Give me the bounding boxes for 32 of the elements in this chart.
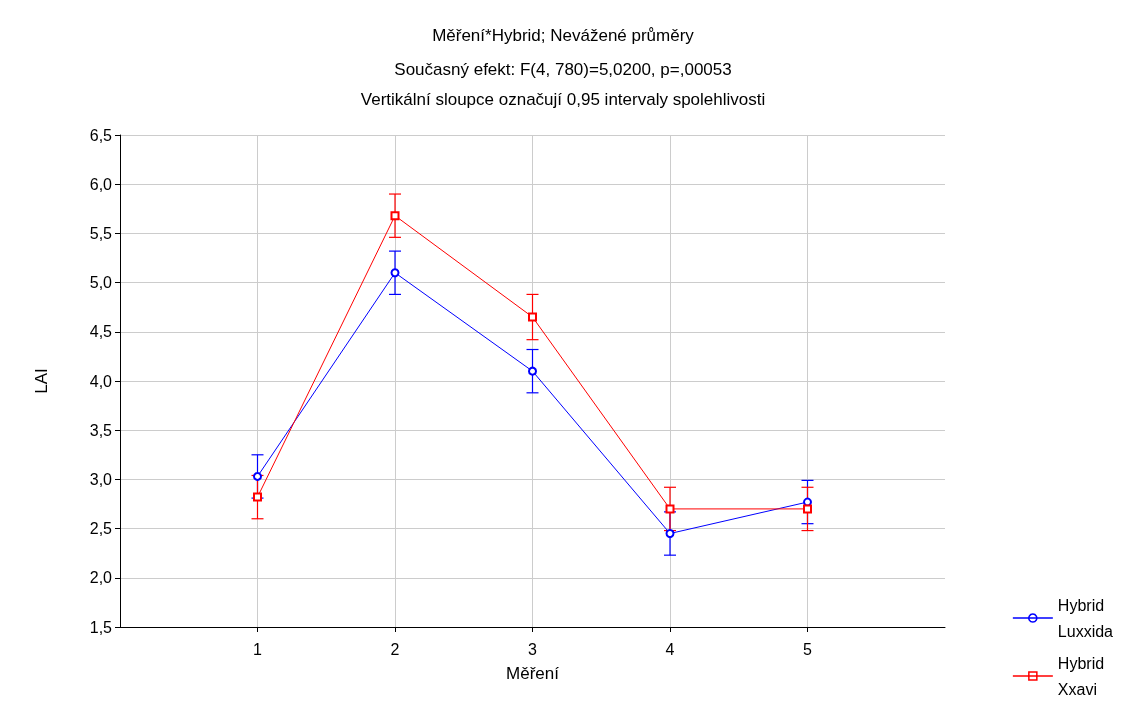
chart-subtitle: Současný efekt: F(4, 780)=5,0200, p=,00053 xyxy=(394,59,732,79)
x-tick-label: 1 xyxy=(253,640,263,658)
y-tick-label: 5,5 xyxy=(89,224,113,242)
legend-label: Hybrid Xxavi xyxy=(1057,654,1105,698)
y-tick-label: 4,5 xyxy=(89,323,113,341)
text: Vertikální sloupce označují 0,95 intervaly spolehlivosti xyxy=(360,89,766,109)
y-tick-label: 3,5 xyxy=(89,421,113,439)
y-tick-label: 3,0 xyxy=(89,470,113,488)
y-tick-label: 2,5 xyxy=(89,520,113,538)
y-axis-title: LAI xyxy=(32,368,51,394)
y-tick-label: 2,0 xyxy=(89,569,113,587)
chart-title: Měření*Hybrid; Nevážené průměry xyxy=(432,26,695,45)
point xyxy=(528,366,537,376)
y-tick-label: 1,5 xyxy=(89,618,113,636)
x-tick-label: 2 xyxy=(390,640,400,658)
point xyxy=(528,312,537,322)
x-axis-title: Měření xyxy=(506,664,560,683)
legend-label: Hybrid Luxxida xyxy=(1057,596,1114,640)
point xyxy=(665,504,675,514)
point xyxy=(665,529,675,539)
point xyxy=(253,492,262,502)
point xyxy=(253,471,262,481)
x-tick-label: 4 xyxy=(665,640,675,658)
y-tick-label: 5,0 xyxy=(89,274,113,292)
point xyxy=(390,211,400,221)
y-tick-label: 6,5 xyxy=(89,126,113,144)
y-tick-label: 4,0 xyxy=(89,372,113,390)
y-tick-label: 6,0 xyxy=(89,175,113,193)
point xyxy=(390,268,400,278)
x-tick-label: 3 xyxy=(528,640,538,658)
x-tick-label: 5 xyxy=(803,640,813,658)
point xyxy=(803,504,812,514)
